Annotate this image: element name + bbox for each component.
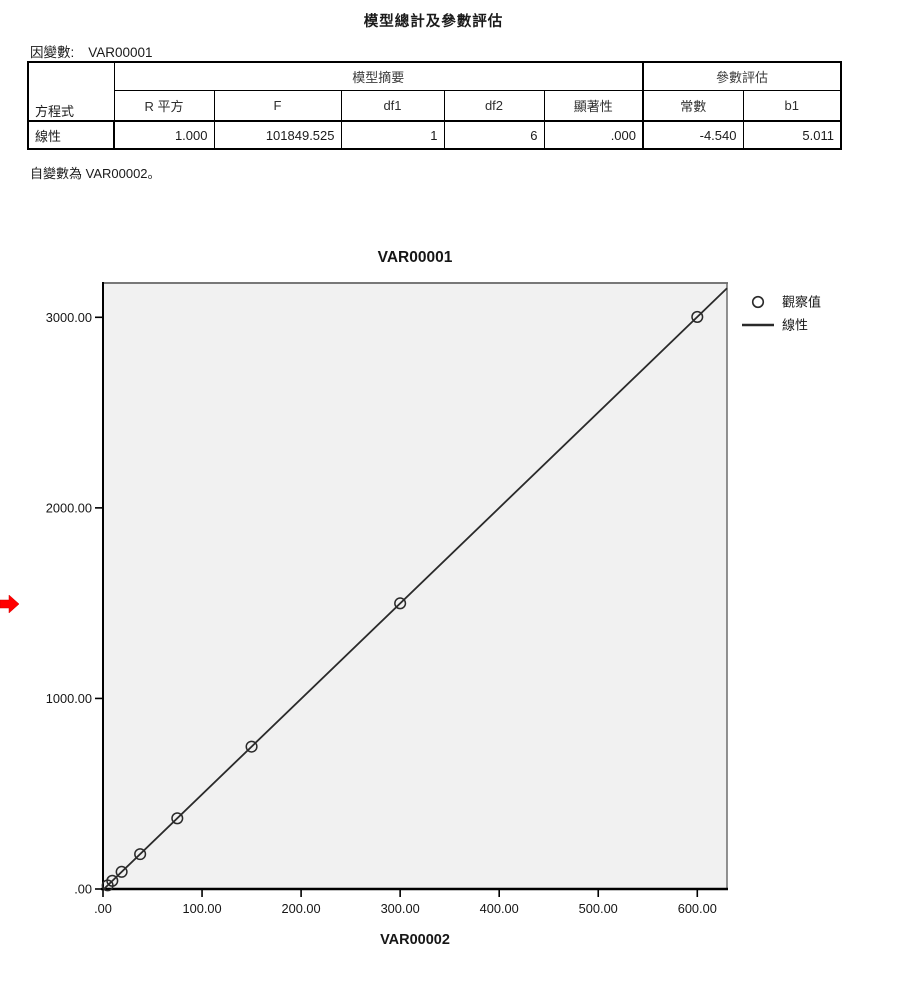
data-point — [394, 597, 407, 610]
x-tick-label: 400.00 — [480, 901, 519, 916]
col-header-r-square: R 平方 — [113, 89, 215, 122]
cell-df2: 6 — [443, 120, 545, 150]
table-corner-cell: 方程式 — [27, 61, 115, 122]
x-tick-label: 600.00 — [678, 901, 717, 916]
table-row: 線性 1.000 101849.525 1 6 .000 -4.540 5.01… — [27, 120, 842, 150]
y-tick-label: 2000.00 — [46, 500, 92, 515]
fit-line — [103, 287, 728, 890]
col-header-f: F — [213, 89, 342, 122]
output-selection-arrow-icon — [0, 594, 20, 614]
group-header-model-summary: 模型摘要 — [113, 61, 644, 91]
curve-fit-chart: VAR00001 .00 1000.00 2000.00 3000.00 .00 100.0… — [46, 249, 821, 948]
table-group-header-row: 方程式 模型摘要 參數評估 — [27, 61, 842, 122]
chart-title: VAR00001 — [378, 249, 453, 266]
data-point — [171, 812, 184, 825]
dependent-variable-line: 因變數: VAR00001 — [30, 41, 153, 61]
legend-label: 線性 — [782, 318, 808, 333]
y-tick-label: .00 — [74, 882, 92, 897]
legend-circle-marker-icon — [751, 295, 765, 309]
table-column-header-row: R 平方 F df1 df2 顯著性 常數 b1 — [28, 89, 842, 122]
col-header-df1: df1 — [340, 89, 445, 122]
col-header-constant: 常數 — [642, 89, 744, 122]
page-title: 模型總計及參數評估 — [363, 14, 504, 30]
cell-constant: -4.540 — [642, 120, 744, 150]
cell-sig: .000 — [543, 120, 644, 150]
col-header-b1: b1 — [742, 89, 842, 122]
data-point — [115, 865, 128, 878]
y-tick-label: 3000.00 — [46, 310, 92, 325]
data-point — [691, 310, 704, 323]
x-tick-label: 100.00 — [182, 901, 221, 916]
x-tick-label: 300.00 — [381, 901, 420, 916]
cell-r-square: 1.000 — [113, 120, 215, 150]
group-header-parameter-estimates: 參數評估 — [642, 61, 842, 91]
cell-df1: 1 — [340, 120, 445, 150]
legend-label: 觀察值 — [782, 295, 821, 310]
dependent-variable-value: VAR00001 — [88, 45, 153, 60]
col-header-sig: 顯著性 — [543, 89, 644, 122]
y-tick-label: 1000.00 — [46, 691, 92, 706]
x-tick-label: 200.00 — [282, 901, 321, 916]
x-tick-label: 500.00 — [579, 901, 618, 916]
data-point — [106, 874, 119, 887]
cell-b1: 5.011 — [742, 120, 842, 150]
x-tick-label: .00 — [94, 901, 112, 916]
dependent-variable-label: 因變數: — [30, 45, 75, 60]
cell-f: 101849.525 — [213, 120, 342, 150]
data-point — [245, 740, 258, 753]
row-label-linear: 線性 — [27, 120, 115, 150]
plot-area — [103, 283, 727, 889]
data-point — [134, 848, 147, 861]
independent-variable-footnote: 自變數為 VAR00002。 — [30, 166, 161, 181]
col-header-df2: df2 — [443, 89, 545, 122]
model-summary-table: 方程式 模型摘要 參數評估 R 平方 F df1 df2 顯著性 常數 b1 線… — [27, 61, 842, 150]
x-axis-title: VAR00002 — [380, 932, 450, 948]
